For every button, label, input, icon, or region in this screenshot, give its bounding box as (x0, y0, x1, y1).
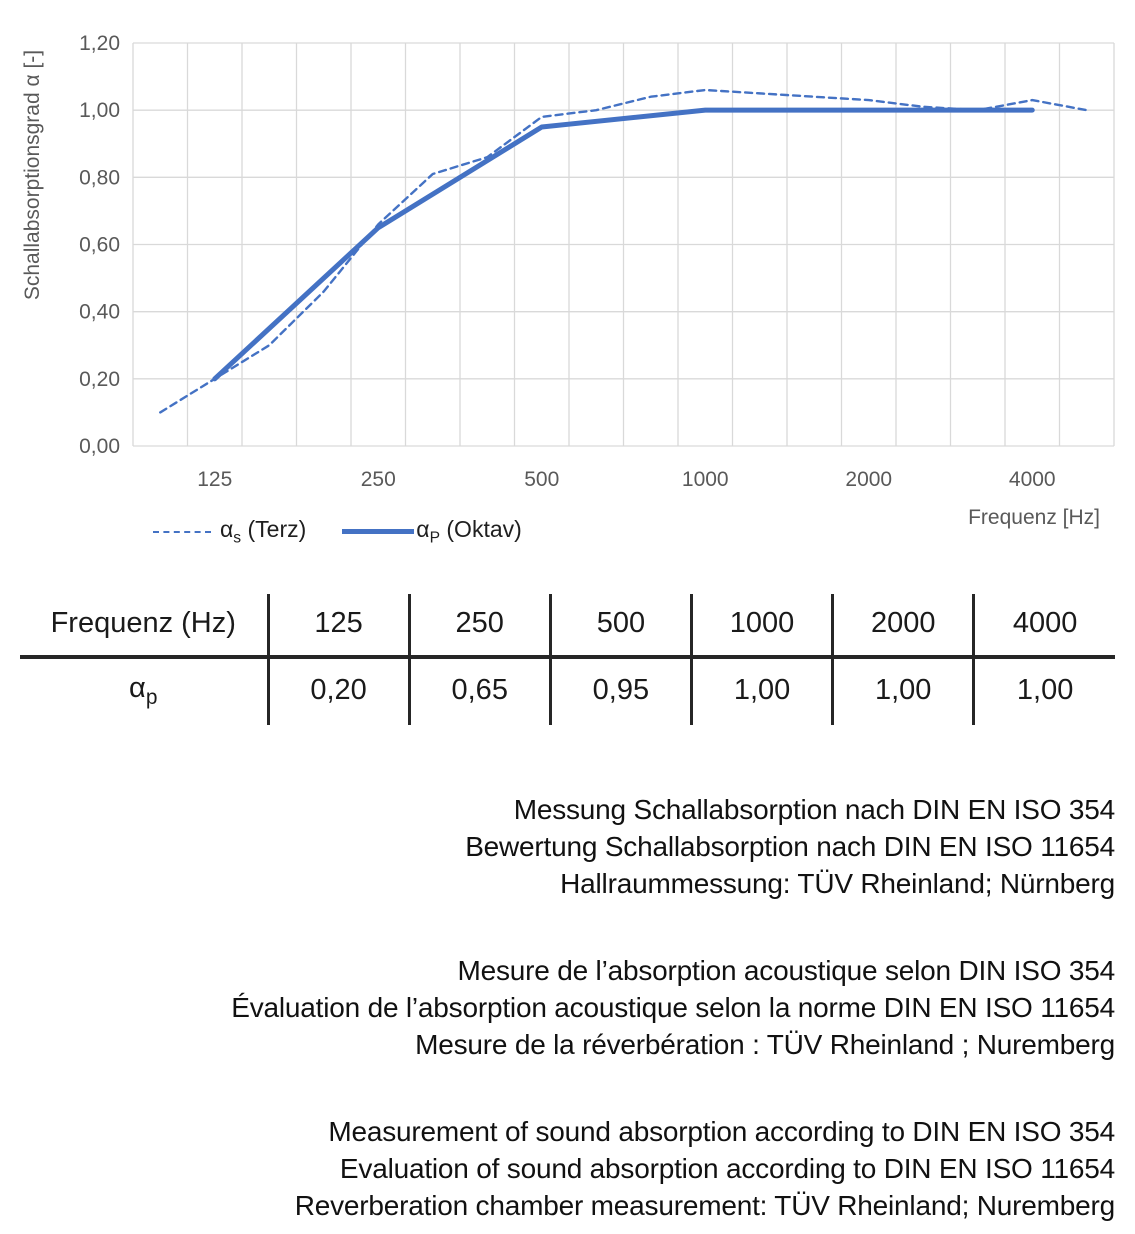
table-header-cell: 250 (407, 594, 551, 659)
notes-english: Measurement of sound absorption accordin… (0, 1113, 1116, 1224)
note-line: Évaluation de l’absorption acoustique se… (231, 991, 1115, 1023)
table-header-cell: 1000 (689, 594, 833, 659)
x-tick-label: 2000 (845, 468, 892, 491)
measurement-notes: Messung Schallabsorption nach DIN EN ISO… (0, 791, 1135, 1224)
table-value-cell: 0,95 (548, 657, 692, 725)
table-value-cell: 0,65 (407, 657, 551, 725)
table-value-cell: 1,00 (689, 657, 833, 725)
note-line: Mesure de l’absorption acoustique selon … (457, 954, 1115, 986)
table-row: αp 0,20 0,65 0,95 1,00 1,00 1,00 (20, 657, 1115, 725)
table-header-cell: 4000 (972, 594, 1115, 659)
legend-label-terz: αs (Terz) (220, 516, 307, 547)
table-header-row: Frequenz (Hz) 125 250 500 1000 2000 4000 (20, 594, 1115, 659)
x-tick-label: 250 (361, 468, 396, 491)
series-line-solid (212, 107, 1035, 382)
note-line: Messung Schallabsorption nach DIN EN ISO… (513, 793, 1115, 825)
y-tick-label: 0,00 (79, 435, 120, 458)
legend-label-oktav: αP (Oktav) (416, 516, 522, 547)
y-tick-label: 0,40 (79, 301, 120, 324)
y-tick-label: 1,20 (79, 32, 120, 55)
legend-item-oktav: αP (Oktav) (342, 516, 522, 548)
x-tick-label: 1000 (682, 468, 729, 491)
notes-french: Mesure de l’absorption acoustique selon … (0, 952, 1115, 1063)
x-axis-title: Frequenz [Hz] (968, 506, 1100, 529)
dashed-line-sample-icon (153, 530, 211, 533)
legend-item-terz: αs (Terz) (153, 516, 306, 548)
y-tick-label: 0,60 (79, 234, 120, 257)
table-value-cell: 1,00 (831, 657, 974, 725)
table-header-cell: 2000 (831, 594, 974, 659)
chart-plot-area: 0,00 0,20 0,40 0,60 0,80 1,00 1,20 125 250 500 100… (79, 32, 1115, 491)
x-tick-label: 4000 (1009, 468, 1056, 491)
note-line: Hallraummessung: TÜV Rheinland; Nürnberg (560, 867, 1115, 899)
solid-line-sample-icon (342, 529, 415, 535)
note-line: Bewertung Schallabsorption nach DIN EN I… (465, 830, 1115, 862)
chart-legend: αs (Terz) αP (Oktav) (153, 516, 522, 548)
y-axis-title: Schallabsorptionsgrad α [-] (21, 49, 44, 301)
table-header-cell: 125 (266, 594, 410, 659)
absorption-chart: 0,00 0,20 0,40 0,60 0,80 1,00 1,20 125 250 500 100… (0, 0, 1135, 560)
note-line: Reverberation chamber measurement: TÜV R… (294, 1189, 1116, 1221)
table-value-cell: 1,00 (972, 657, 1115, 725)
table-header-cell: 500 (548, 594, 692, 659)
note-line: Measurement of sound absorption accordin… (328, 1115, 1115, 1147)
table-header-cell: Frequenz (Hz) (20, 594, 268, 659)
table-value-cell: 0,20 (266, 657, 410, 725)
y-tick-label: 0,80 (79, 166, 120, 189)
note-line: Mesure de la réverbération : TÜV Rheinla… (415, 1028, 1115, 1060)
note-line: Evaluation of sound absorption according… (339, 1152, 1115, 1184)
absorption-table: Frequenz (Hz) 125 250 500 1000 2000 4000… (20, 594, 1115, 725)
notes-german: Messung Schallabsorption nach DIN EN ISO… (0, 791, 1115, 902)
table-row-label: αp (129, 672, 158, 709)
x-tick-label: 500 (524, 468, 559, 491)
y-tick-label: 0,20 (79, 368, 120, 391)
y-tick-label: 1,00 (79, 99, 120, 122)
x-tick-label: 125 (197, 468, 232, 491)
series-line-dashed (159, 88, 1088, 414)
